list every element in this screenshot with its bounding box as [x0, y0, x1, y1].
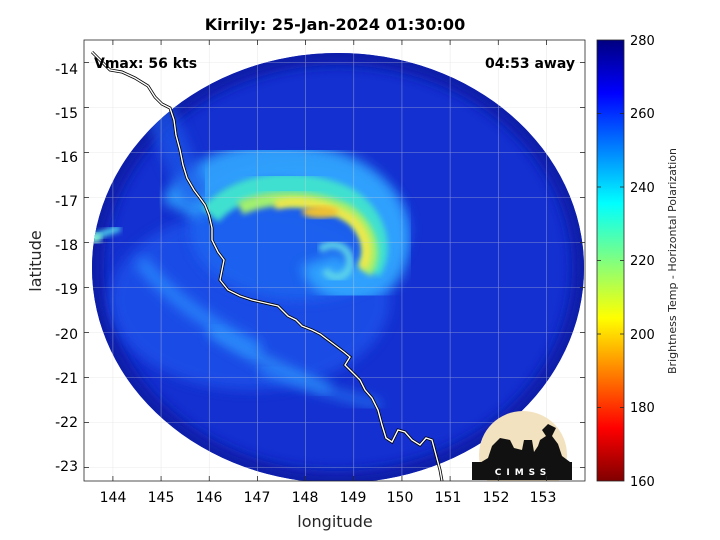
colorbar-tick-label: 260 [630, 107, 655, 122]
x-tick-label: 149 [340, 490, 367, 506]
y-tick-label: -18 [55, 238, 78, 254]
plot-title: Kirrily: 25-Jan-2024 01:30:00 [205, 15, 465, 34]
y-tick-labels: -14 -15 -16 -17 -18 -19 -20 -21 -22 -23 [55, 62, 78, 475]
y-tick-label: -21 [55, 371, 78, 387]
x-tick-label: 145 [148, 490, 175, 506]
x-tick-label: 151 [435, 490, 462, 506]
x-tick-label: 152 [483, 490, 510, 506]
colorbar-ticks [597, 113, 624, 408]
logo-text: CIMSS [495, 468, 551, 478]
vmax-label: Vmax: 56 kts [94, 56, 197, 72]
time-away-label: 04:53 away [485, 56, 575, 72]
y-tick-label: -17 [55, 194, 78, 210]
colorbar-tick-label: 280 [630, 34, 655, 49]
tick-marks [84, 40, 585, 481]
y-tick-label: -23 [55, 459, 78, 475]
y-tick-label: -19 [55, 282, 78, 298]
x-axis-label: longitude [297, 512, 372, 531]
x-tick-label: 146 [196, 490, 223, 506]
colorbar-tick-label: 180 [630, 401, 655, 416]
satellite-swath: CIMSS [84, 40, 585, 481]
cimss-logo: CIMSS [472, 411, 572, 481]
colorbar-gradient [596, 39, 625, 482]
x-tick-label: 153 [530, 490, 557, 506]
colorbar-tick-label: 220 [630, 254, 655, 269]
colorbar-tick-label: 240 [630, 181, 655, 196]
logo-banner [472, 462, 572, 480]
colorbar-tick-label: 200 [630, 328, 655, 343]
coastline-highlight [91, 51, 443, 481]
y-tick-label: -20 [55, 327, 78, 343]
y-tick-label: -22 [55, 415, 78, 431]
y-axis-label: latitude [26, 230, 45, 291]
x-tick-label: 150 [387, 490, 414, 506]
x-tick-label: 147 [244, 490, 271, 506]
colorbar-tick-label: 160 [630, 475, 655, 490]
x-tick-labels: 144 145 146 147 148 149 150 151 152 153 [100, 490, 557, 506]
y-tick-label: -14 [55, 62, 78, 78]
map-axes: CIMSS Vmax: 56 kts 04:53 away [83, 39, 586, 482]
colorbar: 280 260 240 220 200 180 160 Brightness T… [596, 34, 679, 490]
colorbar-label: Brightness Temp - Horizontal Polarizatio… [666, 148, 679, 374]
x-tick-label: 148 [292, 490, 319, 506]
y-tick-label: -16 [55, 150, 78, 166]
y-tick-label: -15 [55, 106, 78, 122]
x-tick-label: 144 [100, 490, 127, 506]
axes-frame [83, 39, 586, 482]
